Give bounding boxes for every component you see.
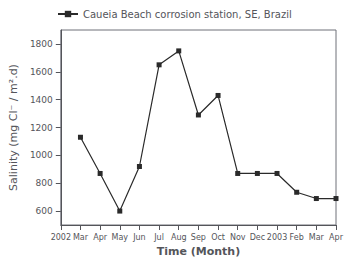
svg-text:Time (Month): Time (Month) [157, 245, 241, 258]
svg-text:1800: 1800 [30, 39, 53, 49]
svg-text:600: 600 [36, 206, 53, 216]
svg-text:Nov: Nov [230, 233, 246, 242]
svg-text:Caueia Beach corrosion station: Caueia Beach corrosion station, SE, Braz… [83, 9, 292, 20]
svg-text:1600: 1600 [30, 67, 53, 77]
svg-text:1400: 1400 [30, 95, 53, 105]
svg-text:Apr: Apr [329, 233, 344, 242]
svg-text:2002: 2002 [51, 233, 71, 242]
svg-text:Mar: Mar [309, 233, 325, 242]
svg-text:Sep: Sep [191, 233, 206, 242]
svg-text:1200: 1200 [30, 123, 53, 133]
svg-text:Salinity (mg Cl⁻ / m².d): Salinity (mg Cl⁻ / m².d) [7, 64, 20, 191]
svg-text:Dec: Dec [250, 233, 265, 242]
svg-text:800: 800 [36, 178, 53, 188]
svg-text:Mar: Mar [73, 233, 89, 242]
svg-text:Apr: Apr [93, 233, 108, 242]
svg-text:Jun: Jun [132, 233, 146, 242]
svg-text:Oct: Oct [211, 233, 225, 242]
svg-text:1000: 1000 [30, 150, 53, 160]
svg-text:Jul: Jul [153, 233, 164, 242]
svg-text:Feb: Feb [290, 233, 304, 242]
svg-text:May: May [112, 233, 129, 242]
svg-text:Aug: Aug [171, 233, 187, 242]
svg-text:2003: 2003 [267, 233, 287, 242]
